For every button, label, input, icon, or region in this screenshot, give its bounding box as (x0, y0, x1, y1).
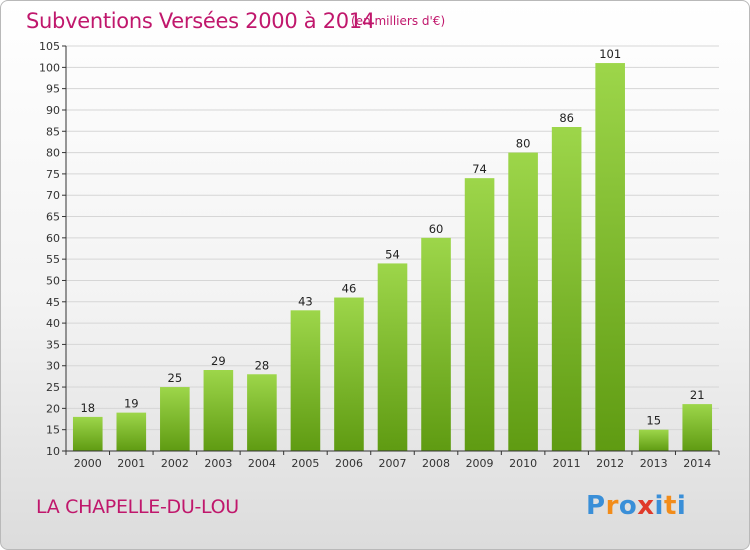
y-tick-label: 30 (46, 360, 60, 373)
bar (595, 63, 625, 451)
bar (682, 404, 713, 451)
y-tick-label: 35 (46, 338, 60, 351)
y-tick-label: 75 (46, 168, 60, 181)
y-tick-label: 55 (46, 253, 60, 266)
data-label: 28 (255, 358, 270, 372)
bar (247, 374, 277, 451)
logo-letter: o (618, 491, 638, 521)
bar (377, 263, 408, 451)
x-tick-label: 2000 (74, 457, 102, 470)
logo-letter: P (586, 491, 606, 521)
data-label: 86 (559, 111, 574, 125)
y-tick-label: 95 (46, 83, 60, 96)
x-tick-label: 2013 (640, 457, 668, 470)
bar (72, 416, 103, 451)
bar (508, 152, 538, 451)
data-label: 43 (298, 294, 313, 308)
chart-subtitle: (en milliers d'€) (351, 14, 446, 28)
y-tick-label: 65 (46, 211, 60, 224)
y-tick-label: 60 (46, 232, 60, 245)
y-tick-label: 90 (46, 104, 60, 117)
y-tick-label: 15 (46, 424, 60, 437)
bar (464, 178, 495, 451)
proxiti-logo: Proxiti (586, 491, 686, 521)
bar (290, 310, 321, 451)
y-tick-label: 100 (39, 61, 60, 74)
data-label: 25 (168, 371, 183, 385)
bar (638, 429, 669, 451)
x-tick-label: 2011 (553, 457, 581, 470)
x-tick-label: 2008 (422, 457, 450, 470)
data-label: 18 (80, 401, 95, 415)
data-label: 101 (599, 47, 621, 61)
logo-letter: t (663, 491, 677, 521)
y-tick-label: 20 (46, 402, 60, 415)
y-tick-label: 50 (46, 274, 60, 287)
x-tick-label: 2001 (117, 457, 145, 470)
logo-letter: i (676, 491, 687, 521)
logo-letter: x (637, 491, 655, 521)
x-tick-label: 2004 (248, 457, 276, 470)
logo-letter: r (605, 491, 619, 521)
y-tick-label: 70 (46, 189, 60, 202)
bar (334, 297, 364, 451)
x-tick-label: 2009 (466, 457, 494, 470)
data-label: 74 (472, 162, 487, 176)
x-tick-label: 2003 (204, 457, 232, 470)
data-label: 46 (342, 282, 357, 296)
y-tick-label: 25 (46, 381, 60, 394)
x-tick-label: 2014 (683, 457, 711, 470)
bar (421, 237, 451, 451)
bar (116, 412, 147, 451)
y-tick-label: 105 (39, 40, 60, 53)
x-tick-label: 2007 (379, 457, 407, 470)
data-label: 60 (429, 222, 444, 236)
y-tick-label: 80 (46, 147, 60, 160)
logo-letter: i (654, 491, 664, 521)
data-label: 15 (646, 414, 661, 428)
bar (160, 387, 190, 451)
commune-name: LA CHAPELLE-DU-LOU (36, 496, 239, 518)
y-tick-label: 10 (46, 445, 60, 458)
data-label: 54 (385, 247, 400, 261)
data-label: 21 (690, 388, 705, 402)
y-tick-label: 40 (46, 317, 60, 330)
data-label: 29 (211, 354, 226, 368)
x-tick-label: 2002 (161, 457, 189, 470)
bar (551, 127, 582, 451)
x-tick-label: 2010 (509, 457, 537, 470)
x-tick-label: 2006 (335, 457, 363, 470)
bar (203, 370, 234, 451)
y-tick-label: 85 (46, 125, 60, 138)
y-tick-label: 45 (46, 296, 60, 309)
data-label: 80 (516, 137, 531, 151)
x-tick-label: 2012 (596, 457, 624, 470)
x-tick-label: 2005 (291, 457, 319, 470)
chart-title: Subventions Versées 2000 à 2014 (26, 9, 375, 33)
data-label: 19 (124, 397, 139, 411)
